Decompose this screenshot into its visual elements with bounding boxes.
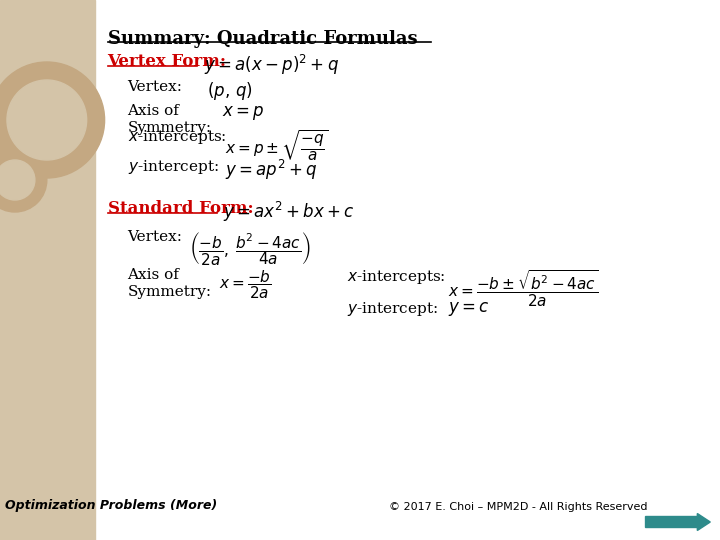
Text: $x = p$: $x = p$ — [222, 104, 265, 122]
Text: © 2017 E. Choi – MPM2D - All Rights Reserved: © 2017 E. Choi – MPM2D - All Rights Rese… — [389, 502, 647, 512]
FancyArrow shape — [646, 514, 710, 530]
Text: $(p,\, q)$: $(p,\, q)$ — [207, 80, 253, 102]
Text: $x = \dfrac{-b \pm \sqrt{b^2-4ac}}{2a}$: $x = \dfrac{-b \pm \sqrt{b^2-4ac}}{2a}$ — [449, 268, 598, 309]
Text: Optimization Problems (More): Optimization Problems (More) — [5, 499, 217, 512]
Text: $y$-intercept:: $y$-intercept: — [127, 158, 218, 176]
Text: $x = p \pm \sqrt{\dfrac{-q}{a}}$: $x = p \pm \sqrt{\dfrac{-q}{a}}$ — [225, 128, 329, 163]
Text: Axis of: Axis of — [127, 268, 179, 282]
Text: Vertex:: Vertex: — [127, 230, 182, 244]
Text: $y = c$: $y = c$ — [449, 300, 490, 318]
Text: Symmetry:: Symmetry: — [127, 285, 212, 299]
Circle shape — [0, 148, 47, 212]
Text: $x$-intercepts:: $x$-intercepts: — [127, 128, 226, 146]
Text: Axis of: Axis of — [127, 104, 179, 118]
Text: Summary: Quadratic Formulas: Summary: Quadratic Formulas — [107, 30, 417, 48]
Circle shape — [0, 62, 104, 178]
Circle shape — [0, 160, 35, 200]
Text: Symmetry:: Symmetry: — [127, 121, 212, 135]
Text: Vertex Form:: Vertex Form: — [107, 53, 227, 70]
Bar — [0, 0, 94, 540]
Text: $y = a(x-p)^2 + q$: $y = a(x-p)^2 + q$ — [204, 53, 339, 77]
Text: $y = ax^2 + bx + c$: $y = ax^2 + bx + c$ — [223, 200, 355, 224]
Text: $x$-intercepts:: $x$-intercepts: — [346, 268, 445, 286]
Text: $y = ap^2 + q$: $y = ap^2 + q$ — [225, 158, 318, 182]
Text: $x = \dfrac{-b}{2a}$: $x = \dfrac{-b}{2a}$ — [219, 268, 271, 301]
Text: Standard Form:: Standard Form: — [107, 200, 253, 217]
Circle shape — [7, 80, 86, 160]
Text: $y$-intercept:: $y$-intercept: — [346, 300, 438, 318]
Text: $\left(\dfrac{-b}{2a},\; \dfrac{b^2-4ac}{4a}\right)$: $\left(\dfrac{-b}{2a},\; \dfrac{b^2-4ac}… — [189, 230, 311, 267]
Text: Vertex:: Vertex: — [127, 80, 182, 94]
